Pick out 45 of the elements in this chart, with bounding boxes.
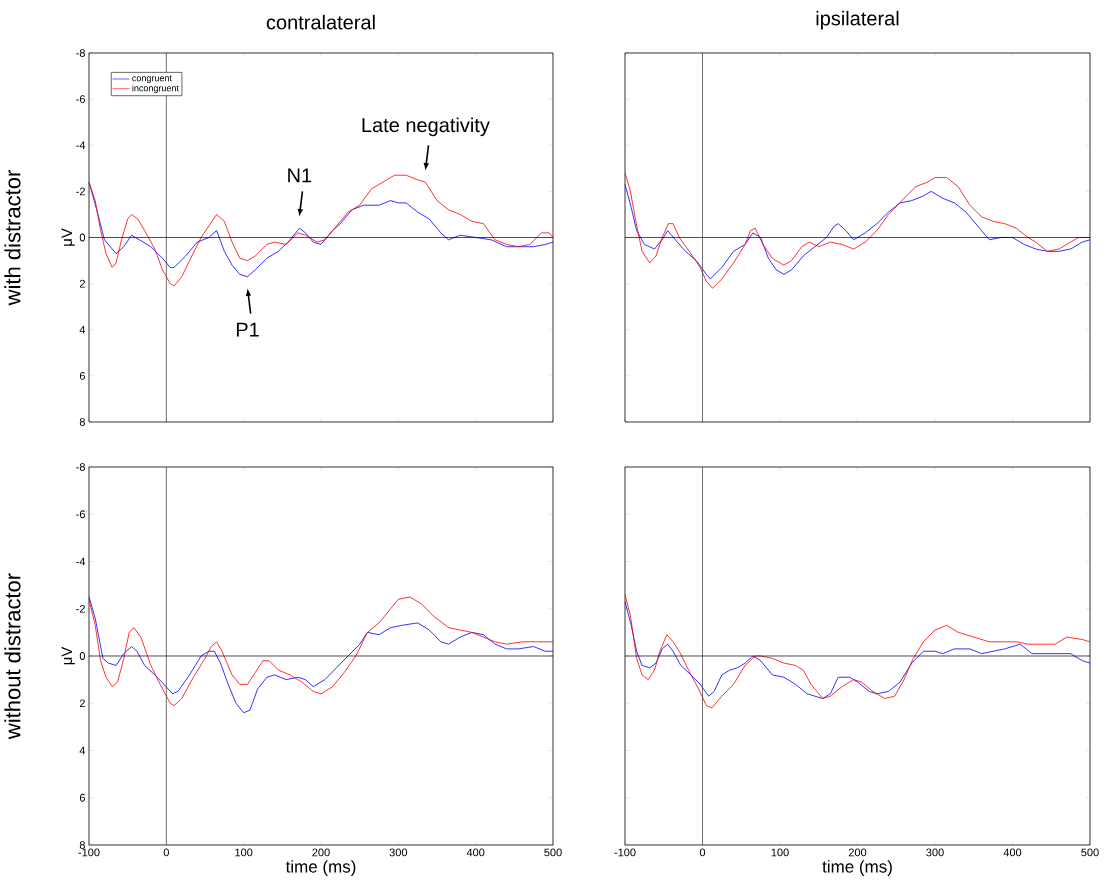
x-tick-label: 0 (699, 848, 706, 857)
x-axis-title: time (ms) (822, 860, 892, 877)
y-tick-label: 8 (79, 841, 85, 849)
y-tick-label: 4 (79, 325, 86, 334)
x-tick-label: 500 (1081, 848, 1099, 857)
x-tick-label: 200 (312, 848, 330, 857)
y-tick-label: -4 (76, 141, 86, 150)
annotation: Late negativity (362, 117, 490, 137)
annotation: N1 (288, 168, 312, 183)
x-axis-title: time (ms) (285, 860, 356, 877)
y-tick-label: 0 (79, 652, 86, 660)
y-axis-title: μV (61, 228, 75, 246)
x-tick-label: 200 (848, 848, 867, 857)
x-tick-label: 100 (771, 848, 789, 857)
chart-title: contralateral (266, 14, 375, 30)
text: without distractor (4, 573, 21, 740)
x-tick-label: 300 (389, 848, 408, 857)
y-tick-label: -6 (76, 95, 85, 104)
x-tick-label: 0 (163, 848, 169, 857)
y-axis-title: μV (61, 646, 75, 665)
y-tick-label: 6 (79, 793, 85, 802)
y-tick-label: 8 (79, 418, 85, 426)
x-tick-label: 400 (1003, 848, 1022, 857)
y-tick-label: 2 (79, 279, 85, 288)
x-tick-label: -100 (614, 848, 636, 857)
y-tick-label: 0 (79, 233, 86, 242)
annotation: P1 (236, 322, 259, 337)
text: with distractor (4, 170, 21, 306)
y-tick-label: -4 (76, 557, 86, 566)
x-tick-label: 300 (926, 848, 944, 857)
y-tick-label: -8 (76, 463, 85, 471)
chart-title: ipsilateral (816, 10, 899, 30)
x-tick-label: -100 (78, 848, 100, 857)
y-tick-label: 4 (79, 746, 86, 755)
x-tick-label: 100 (235, 848, 253, 857)
legend-label: incongruent (132, 84, 179, 94)
legend-label: congruent (132, 75, 172, 84)
x-tick-label: 500 (544, 848, 562, 857)
y-tick-label: 6 (79, 371, 85, 380)
y-tick-label: -2 (76, 604, 85, 613)
y-tick-label: -2 (76, 187, 85, 196)
y-tick-label: -6 (76, 510, 85, 519)
x-tick-label: 400 (466, 848, 485, 857)
y-tick-label: 2 (79, 699, 85, 708)
y-tick-label: -8 (76, 49, 85, 57)
